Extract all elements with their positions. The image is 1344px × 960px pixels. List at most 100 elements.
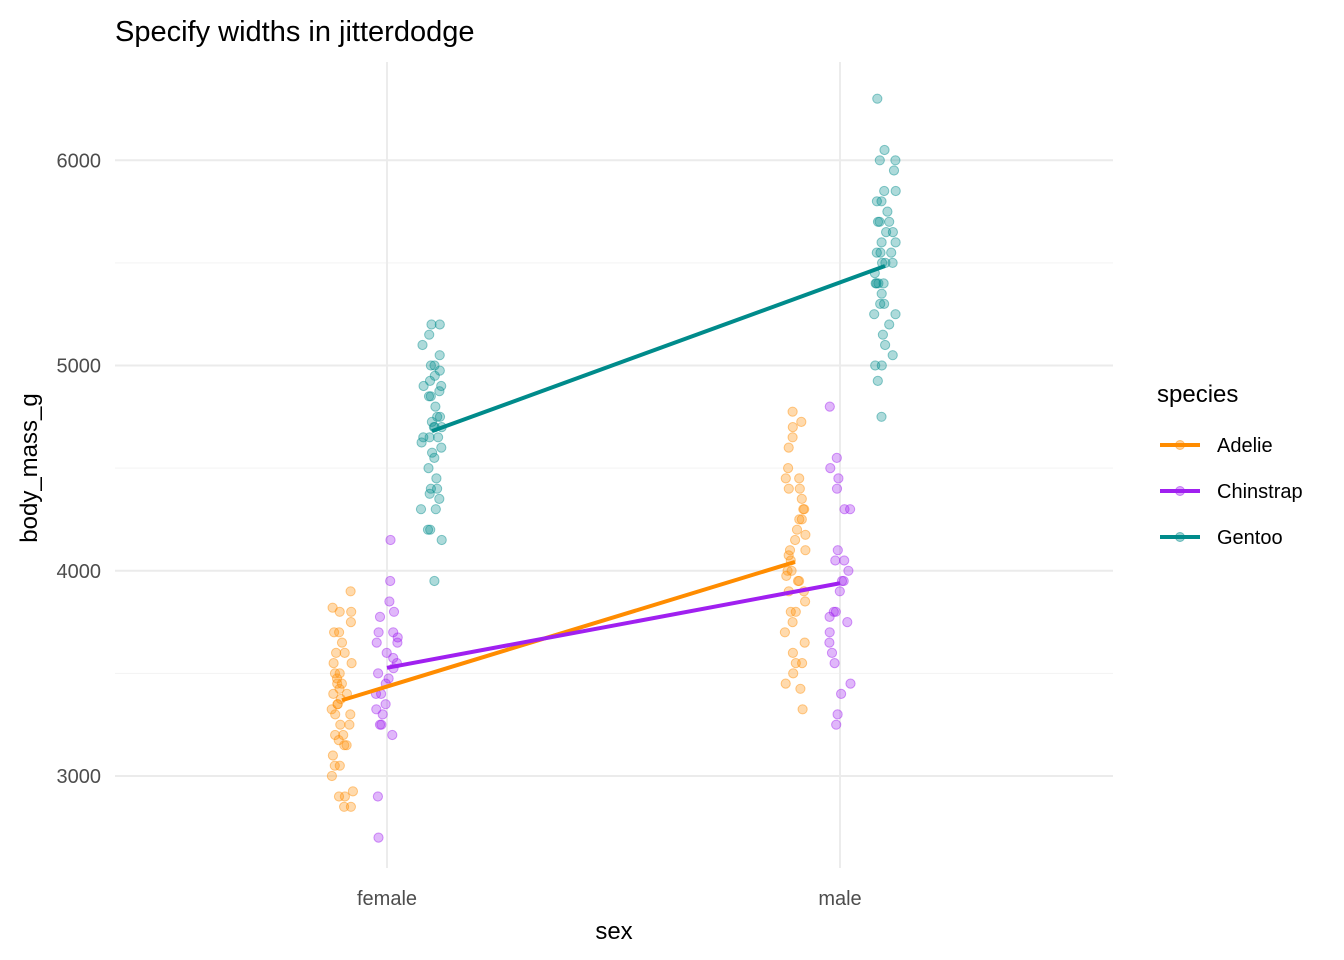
point-gentoo-female xyxy=(427,447,438,458)
point-chinstrap-female xyxy=(380,699,391,710)
point-adelie-male xyxy=(790,606,801,617)
point-chinstrap-female xyxy=(381,647,392,659)
point-chinstrap-female xyxy=(383,673,394,684)
point-adelie-male xyxy=(791,524,803,535)
point-gentoo-female xyxy=(417,339,428,351)
point-adelie-male xyxy=(783,550,794,561)
point-gentoo-male xyxy=(890,237,901,248)
point-gentoo-male xyxy=(876,196,887,207)
point-chinstrap-male xyxy=(845,504,856,515)
point-adelie-male xyxy=(799,504,810,515)
point-adelie-female xyxy=(328,658,339,669)
legend-label-adelie: Adelie xyxy=(1217,435,1273,457)
point-adelie-male xyxy=(797,658,808,669)
point-chinstrap-male xyxy=(825,463,836,474)
point-adelie-female xyxy=(328,688,339,700)
point-chinstrap-female xyxy=(372,791,383,802)
point-chinstrap-male xyxy=(838,575,849,587)
point-adelie-female xyxy=(334,760,345,771)
point-gentoo-male xyxy=(874,216,885,227)
point-adelie-female xyxy=(339,791,350,802)
point-adelie-female xyxy=(334,627,345,638)
point-gentoo-female xyxy=(433,432,444,443)
point-gentoo-male xyxy=(872,216,884,227)
point-gentoo-female xyxy=(425,360,436,371)
point-chinstrap-male xyxy=(826,647,838,659)
point-chinstrap-male xyxy=(824,401,835,412)
point-gentoo-female xyxy=(434,493,445,504)
point-chinstrap-male xyxy=(824,627,835,638)
point-gentoo-female xyxy=(423,463,434,474)
point-adelie-female xyxy=(332,699,343,710)
point-chinstrap-female xyxy=(388,606,400,617)
x-tick-label: female xyxy=(357,888,417,910)
point-gentoo-male xyxy=(884,319,895,330)
point-adelie-male xyxy=(781,570,792,582)
point-gentoo-male xyxy=(880,339,891,351)
legend-key-point-chinstrap xyxy=(1175,486,1185,496)
point-gentoo-male xyxy=(871,196,883,207)
point-adelie-female xyxy=(345,709,356,720)
point-gentoo-male xyxy=(870,278,881,289)
point-chinstrap-male xyxy=(830,606,841,617)
point-adelie-female xyxy=(339,740,350,751)
point-adelie-male xyxy=(794,514,805,525)
point-chinstrap-male xyxy=(824,637,835,648)
point-gentoo-male xyxy=(884,216,895,227)
legend-label-chinstrap: Chinstrap xyxy=(1217,481,1303,503)
point-adelie-female xyxy=(330,709,341,720)
point-chinstrap-male xyxy=(839,555,850,566)
point-adelie-male xyxy=(798,504,809,515)
point-gentoo-male xyxy=(877,329,889,340)
point-adelie-female xyxy=(330,729,341,741)
point-chinstrap-female xyxy=(371,704,382,715)
point-adelie-female xyxy=(336,678,347,689)
y-axis-title: body_mass_g xyxy=(16,393,43,542)
point-adelie-female xyxy=(344,719,355,730)
point-gentoo-female xyxy=(430,504,441,515)
point-gentoo-female xyxy=(429,575,440,587)
point-gentoo-female xyxy=(424,375,436,386)
point-adelie-male xyxy=(794,575,805,587)
point-adelie-female xyxy=(329,760,340,771)
point-gentoo-female xyxy=(434,365,445,376)
line-adelie xyxy=(341,560,796,703)
point-adelie-male xyxy=(796,514,807,525)
y-tick-labels: 3000 4000 5000 6000 xyxy=(57,150,102,788)
point-adelie-male xyxy=(796,493,807,504)
point-gentoo-female xyxy=(425,524,436,535)
legend-title: species xyxy=(1157,381,1238,408)
point-chinstrap-female xyxy=(385,575,396,587)
point-chinstrap-male xyxy=(824,611,835,623)
grid-lines xyxy=(115,62,1113,868)
mean-lines xyxy=(341,264,886,703)
point-gentoo-male xyxy=(888,165,900,176)
point-adelie-male xyxy=(780,473,791,484)
point-gentoo-male xyxy=(890,185,901,197)
point-chinstrap-female xyxy=(392,632,403,643)
point-gentoo-female xyxy=(431,473,442,484)
point-gentoo-male xyxy=(876,288,887,299)
x-tick-labels: female male xyxy=(357,888,862,910)
point-adelie-male xyxy=(787,617,798,628)
point-adelie-female xyxy=(336,637,348,648)
point-chinstrap-female xyxy=(373,668,384,679)
point-chinstrap-male xyxy=(832,545,843,556)
point-gentoo-female xyxy=(425,483,436,494)
point-gentoo-female xyxy=(434,411,446,422)
point-chinstrap-female xyxy=(385,534,396,546)
point-gentoo-male xyxy=(872,375,883,386)
point-gentoo-female xyxy=(429,370,440,381)
point-gentoo-female xyxy=(425,391,436,402)
point-adelie-male xyxy=(799,637,810,648)
point-chinstrap-female xyxy=(376,719,387,730)
point-adelie-female xyxy=(346,606,357,617)
point-gentoo-male xyxy=(887,227,899,238)
point-adelie-male xyxy=(786,565,797,576)
point-gentoo-male xyxy=(890,155,901,166)
x-tick-label: male xyxy=(818,888,861,910)
point-adelie-female xyxy=(338,729,349,741)
point-gentoo-female xyxy=(436,380,447,392)
point-adelie-male xyxy=(797,704,808,715)
point-chinstrap-male xyxy=(831,483,843,494)
